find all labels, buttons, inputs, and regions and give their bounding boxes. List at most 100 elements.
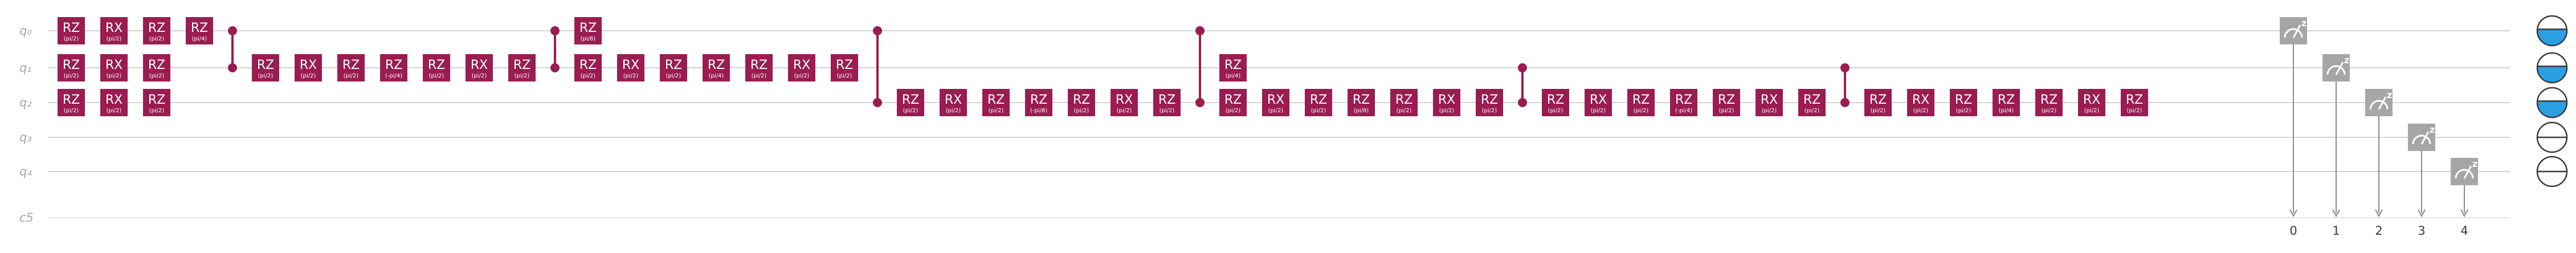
gate-box — [1219, 54, 1247, 81]
gate-rz: RZ(pi/2) — [1864, 89, 1892, 116]
gate-box — [143, 54, 170, 81]
gate-name: RZ — [1675, 93, 1692, 107]
gate-box — [186, 17, 213, 44]
gate-box — [337, 54, 365, 81]
meter-icon: z — [2280, 17, 2307, 44]
gate-name: RX — [105, 21, 123, 35]
gate-rz: RZ(pi/2) — [423, 54, 450, 81]
gate-param: (-pi/4) — [1675, 108, 1692, 114]
gate-rz: RZ(pi/2) — [58, 89, 85, 116]
gate-box — [1219, 89, 1247, 116]
classical-bit-label: 2 — [2375, 224, 2382, 238]
gate-rx: RX(pi/2) — [1111, 89, 1138, 116]
gate-rx: RX(pi/2) — [788, 54, 815, 81]
qubit-state-icon — [2536, 87, 2568, 119]
qubit-state-icon — [2536, 52, 2568, 84]
gate-name: RZ — [342, 58, 360, 72]
gate-rz: RZ(pi/4) — [186, 17, 213, 44]
gate-name: RZ — [428, 58, 445, 72]
gate-rz: RZ(-pi/4) — [380, 54, 407, 81]
gate-name: RZ — [513, 58, 530, 72]
gate-param: (pi/2) — [989, 108, 1004, 114]
gate-box — [466, 54, 493, 81]
gate-name: RZ — [1158, 93, 1175, 107]
gate-box — [788, 54, 815, 81]
control-dot — [1195, 98, 1205, 107]
gate-box — [1542, 89, 1569, 116]
gate-param: (pi/2) — [149, 108, 165, 114]
gate-box — [1068, 89, 1095, 116]
gate-box — [574, 17, 602, 44]
gate-name: RX — [1267, 93, 1284, 107]
meter-icon: z — [2365, 89, 2393, 116]
gate-rz: RZ(pi/2) — [508, 54, 536, 81]
gate-name: RZ — [1632, 93, 1650, 107]
gate-rz: RZ(pi/2) — [1950, 89, 1977, 116]
gate-name: RZ — [2126, 93, 2143, 107]
gate-rx: RX(pi/2) — [100, 17, 128, 44]
gate-param: (pi/2) — [1074, 108, 1089, 114]
control-dot — [550, 63, 560, 72]
gate-box — [100, 89, 128, 116]
gate-name: RZ — [1224, 93, 1242, 107]
gate-box — [1713, 89, 1740, 116]
gate-name: RZ — [385, 58, 402, 72]
measure-arrow — [2375, 209, 2383, 218]
gate-param: (pi/2) — [837, 73, 852, 79]
gate-box — [58, 54, 85, 81]
gate-name: RX — [945, 93, 962, 107]
gate-param: (pi/2) — [149, 73, 165, 79]
gate-box — [100, 17, 128, 44]
gate-param: (pi/2) — [1871, 108, 1886, 114]
gate-name: RZ — [148, 21, 165, 35]
gate-name: RX — [1116, 93, 1133, 107]
gate-box — [703, 54, 730, 81]
measure-basis: z — [2430, 124, 2435, 135]
gate-rz: RZ(pi/8) — [1348, 89, 1375, 116]
gate-name: RZ — [708, 58, 725, 72]
gate-rz: RZ(pi/2) — [58, 54, 85, 81]
gate-box — [58, 17, 85, 44]
gate-name: RZ — [750, 58, 768, 72]
control-dot — [1840, 63, 1850, 72]
classical-bit-label: 1 — [2332, 224, 2340, 238]
gate-box — [745, 54, 773, 81]
gate-box — [380, 54, 407, 81]
gate-rx: RX(pi/2) — [100, 54, 128, 81]
gate-param: (pi/2) — [1268, 108, 1284, 114]
gate-rx: RX(pi/2) — [100, 89, 128, 116]
gate-rz: RZ(pi/2) — [660, 54, 687, 81]
gate-name: RX — [105, 58, 123, 72]
gate-param: (pi/2) — [1311, 108, 1326, 114]
gate-param: (pi/2) — [301, 73, 316, 79]
gate-rz: RZ(pi/4) — [703, 54, 730, 81]
gate-box — [58, 89, 85, 116]
meter-icon: z — [2408, 124, 2435, 151]
gate-rz: RZ(pi/2) — [1476, 89, 1503, 116]
control-dot — [873, 26, 882, 35]
gate-rx: RX(pi/2) — [617, 54, 644, 81]
qubit-label: q₀ — [19, 24, 32, 38]
gate-rz: RZ(pi/2) — [982, 89, 1010, 116]
control-dot — [873, 98, 882, 107]
gate-param: (pi/2) — [107, 108, 122, 114]
gate-rz: RZ(pi/2) — [2035, 89, 2063, 116]
gate-param: (pi/2) — [1482, 108, 1497, 114]
gate-box — [508, 54, 536, 81]
gate-param: (pi/2) — [1397, 108, 1412, 114]
control-dot — [228, 26, 237, 35]
gate-rx: RX(pi/2) — [466, 54, 493, 81]
gate-name: RX — [1438, 93, 1455, 107]
gate-box — [1433, 89, 1460, 116]
gate-rz: RZ(pi/4) — [1993, 89, 2020, 116]
gate-box — [252, 54, 279, 81]
gate-param: (pi/2) — [581, 73, 596, 79]
gate-param: (pi/2) — [2127, 108, 2142, 114]
classical-bit-label: 4 — [2460, 224, 2468, 238]
gate-box — [1262, 89, 1289, 116]
gate-param: (pi/2) — [472, 73, 487, 79]
gate-rz: RZ(pi/8) — [574, 17, 602, 44]
gate-rx: RX(pi/2) — [2078, 89, 2105, 116]
gate-param: (pi/2) — [1719, 108, 1734, 114]
